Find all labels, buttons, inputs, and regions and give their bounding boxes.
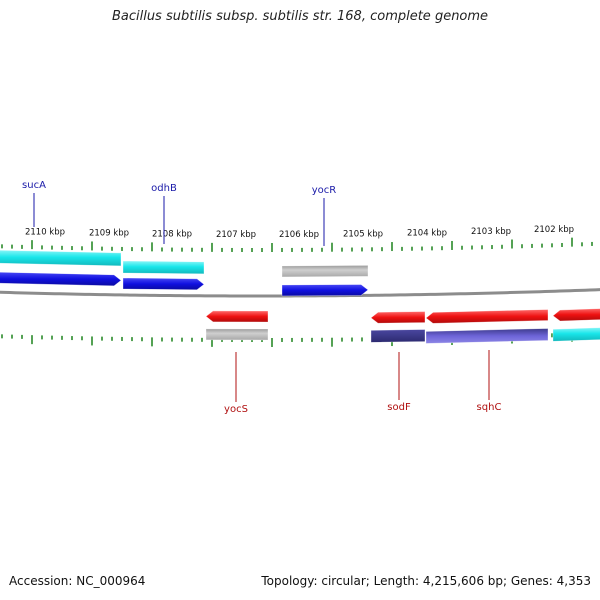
sucA-similarity-bar bbox=[0, 249, 122, 267]
gene-label-sodF: sodF bbox=[387, 402, 411, 413]
yocR-similarity-bar bbox=[281, 265, 369, 278]
tick-label: 2109 kbp bbox=[89, 229, 129, 239]
tick-label: 2105 kbp bbox=[343, 229, 383, 239]
gene-label-yocS: yocS bbox=[224, 404, 248, 415]
gene-labels: sucA odhB yocR yocS sodF sqhC bbox=[22, 180, 501, 415]
gene-label-leaders bbox=[33, 193, 490, 402]
tick-label: 2110 kbp bbox=[25, 227, 65, 237]
gene-label-odhB: odhB bbox=[151, 183, 177, 194]
sodF-similarity-bar bbox=[370, 329, 426, 343]
tick-label: 2108 kbp bbox=[152, 230, 192, 240]
sqhC-gene-arrow bbox=[425, 309, 549, 324]
tick-label: 2102 kbp bbox=[534, 225, 574, 235]
odhB-gene-arrow bbox=[122, 277, 205, 291]
tick-labels: 2110 kbp 2109 kbp 2108 kbp 2107 kbp 2106 kbp… bbox=[25, 225, 574, 240]
gene-label-sqhC: sqhC bbox=[477, 402, 502, 413]
tick-label: 2107 kbp bbox=[216, 230, 256, 240]
tick-label: 2106 kbp bbox=[279, 230, 319, 240]
gene-features bbox=[0, 249, 600, 344]
sucA-gene-arrow bbox=[0, 271, 122, 287]
tick-label: 2104 kbp bbox=[407, 228, 447, 238]
yocS-similarity-bar bbox=[205, 328, 269, 341]
yocR-gene-arrow bbox=[281, 284, 369, 297]
gene-label-yocR: yocR bbox=[312, 185, 337, 196]
sodF-gene-arrow bbox=[370, 311, 426, 324]
accession-text: Accession: NC_000964 bbox=[9, 574, 146, 588]
odhB-similarity-bar bbox=[122, 260, 205, 275]
genome-title: Bacillus subtilis subsp. subtilis str. 1… bbox=[111, 9, 489, 24]
sqhC-similarity-bar bbox=[425, 328, 549, 344]
yocS-gene-arrow bbox=[205, 310, 269, 323]
outer-tick-ring bbox=[1, 237, 593, 252]
unlabeled-gene-arrow bbox=[552, 308, 600, 322]
genome-summary-text: Topology: circular; Length: 4,215,606 bp… bbox=[261, 574, 591, 588]
unlabeled-similarity-bar bbox=[552, 327, 600, 342]
tick-label: 2103 kbp bbox=[471, 227, 511, 237]
gene-label-sucA: sucA bbox=[22, 180, 46, 191]
